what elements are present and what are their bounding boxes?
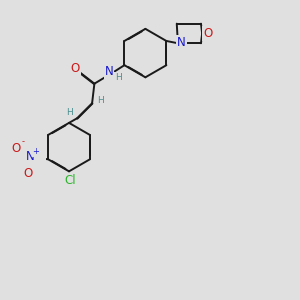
Text: N: N [26, 150, 35, 164]
Text: H: H [66, 108, 73, 117]
Text: O: O [11, 142, 20, 155]
Text: H: H [115, 73, 122, 82]
Text: Cl: Cl [64, 174, 76, 187]
Text: H: H [98, 97, 104, 106]
Text: +: + [32, 147, 39, 156]
Text: N: N [105, 65, 113, 78]
Text: -: - [22, 137, 25, 146]
Text: N: N [177, 36, 186, 49]
Text: O: O [23, 167, 33, 180]
Text: O: O [70, 62, 80, 75]
Text: O: O [203, 27, 212, 40]
